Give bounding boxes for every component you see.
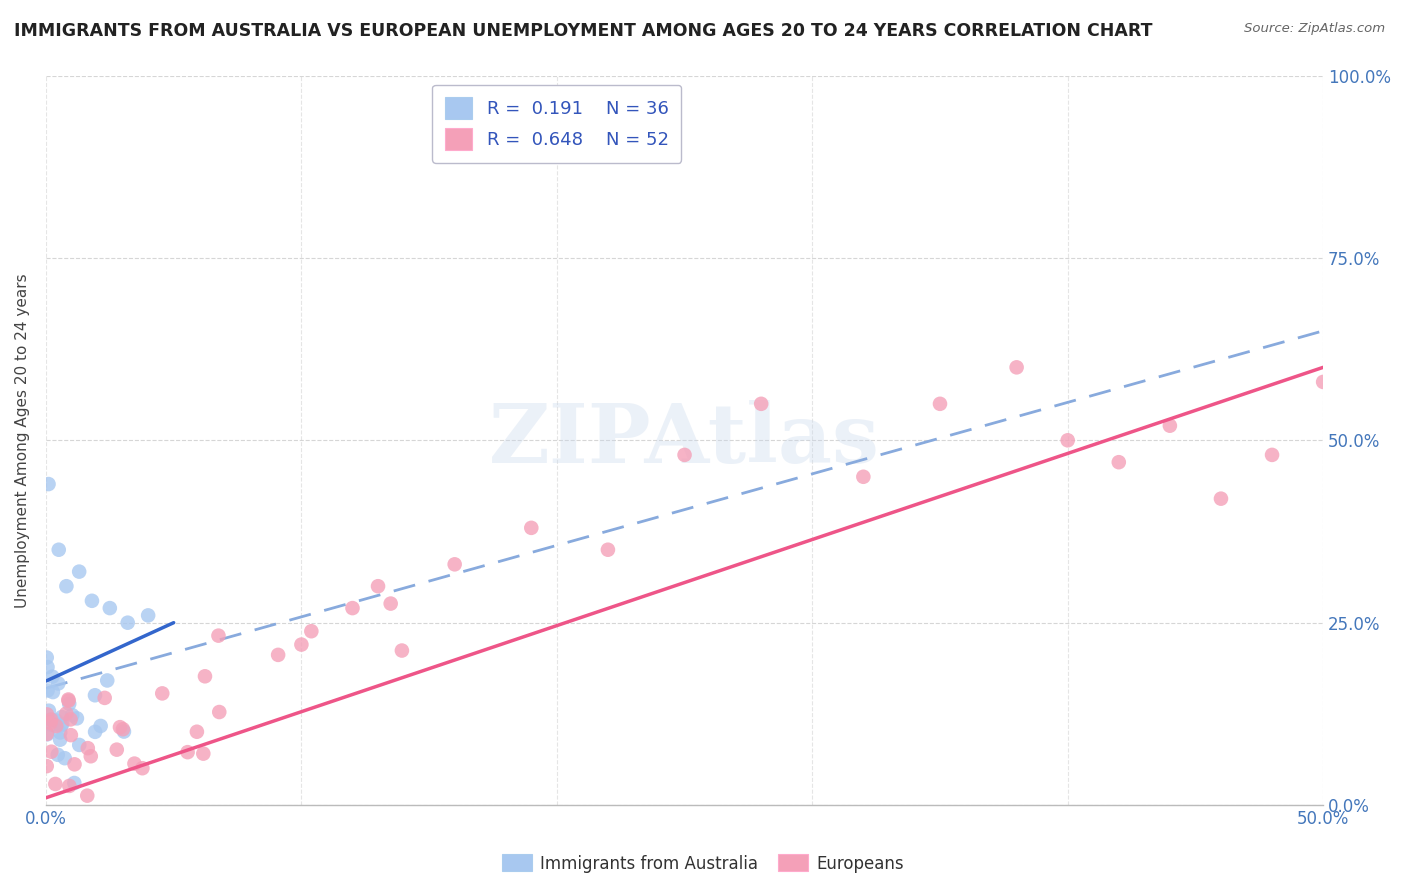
Point	[367, 579, 389, 593]
Point	[58, 692, 80, 706]
Point	[186, 724, 208, 739]
Point	[105, 742, 128, 756]
Point	[1312, 375, 1334, 389]
Point	[749, 397, 772, 411]
Text: IMMIGRANTS FROM AUSTRALIA VS EUROPEAN UNEMPLOYMENT AMONG AGES 20 TO 24 YEARS COR: IMMIGRANTS FROM AUSTRALIA VS EUROPEAN UN…	[14, 22, 1153, 40]
Legend: Immigrants from Australia, Europeans: Immigrants from Australia, Europeans	[495, 847, 911, 880]
Point	[58, 697, 80, 711]
Point	[80, 749, 103, 764]
Point	[39, 713, 62, 727]
Point	[41, 670, 63, 684]
Point	[1005, 360, 1028, 375]
Point	[49, 732, 72, 747]
Point	[131, 761, 153, 775]
Point	[193, 747, 215, 761]
Text: ZIPAtlas: ZIPAtlas	[489, 401, 880, 480]
Point	[1056, 434, 1078, 448]
Point	[66, 711, 89, 725]
Point	[98, 601, 121, 615]
Point	[35, 650, 58, 665]
Point	[46, 747, 69, 762]
Point	[67, 565, 90, 579]
Point	[44, 777, 66, 791]
Point	[45, 719, 67, 733]
Point	[391, 643, 413, 657]
Point	[46, 676, 69, 690]
Point	[58, 779, 80, 793]
Point	[673, 448, 696, 462]
Point	[39, 713, 62, 727]
Point	[48, 542, 70, 557]
Point	[380, 597, 402, 611]
Point	[49, 725, 72, 739]
Text: Source: ZipAtlas.com: Source: ZipAtlas.com	[1244, 22, 1385, 36]
Point	[929, 397, 952, 411]
Point	[150, 686, 173, 700]
Point	[51, 710, 73, 724]
Point	[41, 717, 63, 731]
Point	[37, 683, 59, 698]
Point	[1159, 418, 1181, 433]
Point	[63, 757, 86, 772]
Point	[124, 756, 146, 771]
Point	[59, 728, 82, 742]
Y-axis label: Unemployment Among Ages 20 to 24 years: Unemployment Among Ages 20 to 24 years	[15, 273, 30, 607]
Point	[67, 738, 90, 752]
Point	[38, 477, 60, 491]
Point	[60, 708, 83, 723]
Point	[96, 673, 118, 688]
Point	[596, 542, 619, 557]
Point	[290, 638, 312, 652]
Point	[111, 722, 134, 736]
Point	[76, 789, 98, 803]
Point	[1108, 455, 1130, 469]
Legend: R =  0.191    N = 36, R =  0.648    N = 52: R = 0.191 N = 36, R = 0.648 N = 52	[433, 85, 682, 163]
Point	[84, 724, 107, 739]
Point	[299, 624, 322, 639]
Point	[108, 720, 131, 734]
Point	[267, 648, 290, 662]
Point	[42, 685, 65, 699]
Point	[443, 558, 465, 572]
Point	[55, 579, 77, 593]
Point	[117, 615, 139, 630]
Point	[63, 776, 86, 790]
Point	[90, 719, 112, 733]
Point	[37, 727, 59, 741]
Point	[1209, 491, 1232, 506]
Point	[58, 694, 80, 708]
Point	[342, 601, 364, 615]
Point	[51, 717, 73, 731]
Point	[41, 745, 63, 759]
Point	[852, 470, 875, 484]
Point	[207, 629, 229, 643]
Point	[76, 741, 98, 756]
Point	[112, 724, 135, 739]
Point	[55, 706, 77, 721]
Point	[35, 759, 58, 773]
Point	[35, 707, 58, 722]
Point	[194, 669, 217, 683]
Point	[38, 704, 60, 718]
Point	[176, 745, 198, 759]
Point	[59, 712, 82, 726]
Point	[39, 715, 62, 730]
Point	[520, 521, 543, 535]
Point	[208, 705, 231, 719]
Point	[37, 660, 59, 674]
Point	[53, 751, 76, 765]
Point	[45, 714, 67, 728]
Point	[84, 688, 107, 702]
Point	[80, 594, 103, 608]
Point	[49, 719, 72, 733]
Point	[93, 690, 115, 705]
Point	[1261, 448, 1284, 462]
Point	[136, 608, 159, 623]
Point	[35, 727, 58, 741]
